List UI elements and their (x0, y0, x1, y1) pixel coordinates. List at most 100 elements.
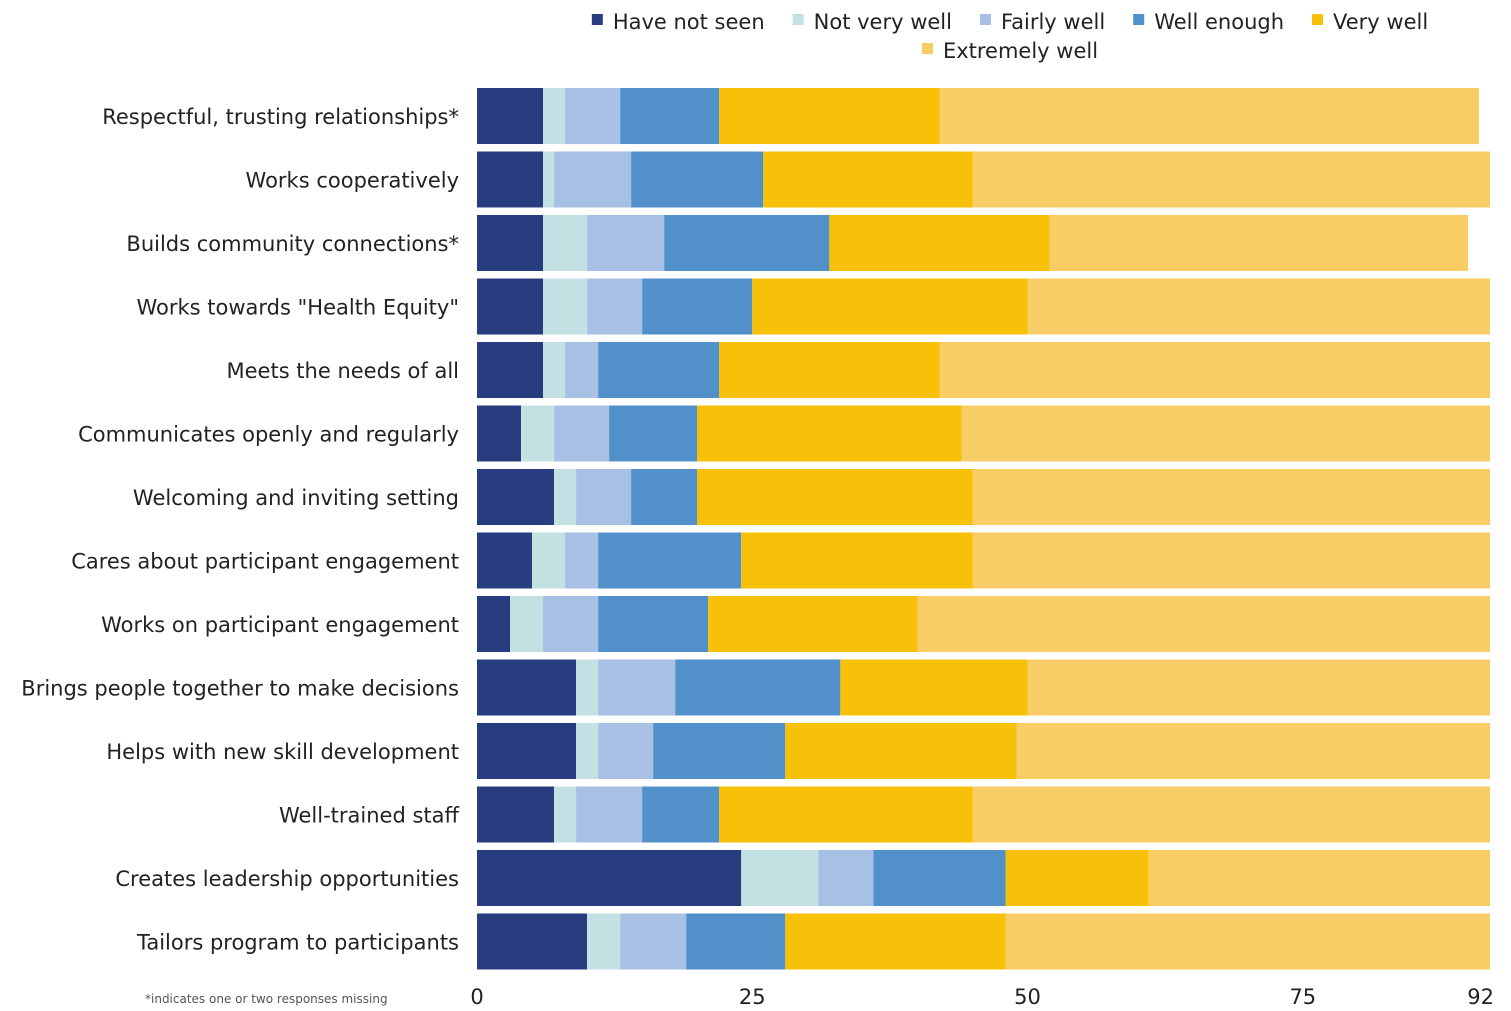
category-label: Builds community connections* (126, 232, 459, 256)
bar-segment-well-enough-row-14 (686, 913, 786, 970)
legend-item-not-very-well: Not very well (792, 10, 952, 34)
category-label: Well-trained staff (279, 804, 460, 828)
bar-segment-have-not-seen-row-10 (477, 659, 577, 716)
category-label: Tailors program to participants (136, 931, 459, 955)
x-tick-label: 50 (1014, 985, 1041, 1009)
bar-segment-fairly-well-row-14 (620, 913, 687, 970)
legend-item-have-not-seen: Have not seen (591, 10, 765, 34)
category-label: Works on participant engagement (101, 613, 459, 637)
bar-segment-have-not-seen-row-14 (477, 913, 588, 970)
bar-segment-fairly-well-row-1 (565, 88, 621, 144)
bar-segment-fairly-well-row-13 (818, 850, 874, 906)
bar-segment-well-enough-row-12 (642, 786, 720, 843)
bar-segment-fairly-well-row-9 (543, 596, 599, 652)
bar-segment-have-not-seen-row-1 (477, 88, 544, 144)
bar-segment-well-enough-row-9 (598, 596, 709, 652)
bar-segment-very-well-row-6 (697, 405, 962, 462)
bar-segment-fairly-well-row-2 (554, 151, 632, 208)
bar-segment-not-very-well-row-1 (543, 88, 566, 144)
bar-segment-very-well-row-1 (719, 88, 940, 144)
footnote: *indicates one or two responses missing (145, 992, 388, 1006)
bar-segment-fairly-well-row-10 (598, 659, 676, 716)
bar-segment-well-enough-row-11 (653, 723, 786, 779)
bar-segment-have-not-seen-row-6 (477, 405, 522, 462)
bar-segment-very-well-row-12 (719, 786, 973, 843)
bar-segment-well-enough-row-8 (598, 532, 742, 589)
bar-segment-extremely-well-row-7 (972, 469, 1490, 525)
bar-segment-well-enough-row-10 (675, 659, 841, 716)
bar-segment-very-well-row-11 (785, 723, 1017, 779)
bar-segment-well-enough-row-2 (631, 151, 764, 208)
bar-segment-not-very-well-row-10 (576, 659, 599, 716)
bar-segment-have-not-seen-row-5 (477, 342, 544, 398)
bar-segment-not-very-well-row-8 (532, 532, 566, 589)
bar-segment-very-well-row-8 (741, 532, 973, 589)
bar-segment-extremely-well-row-5 (939, 342, 1490, 398)
bar-segment-not-very-well-row-14 (587, 913, 621, 970)
legend-item-well-enough: Well enough (1133, 10, 1284, 34)
bar-segment-fairly-well-row-12 (576, 786, 643, 843)
legend-swatch (921, 43, 933, 54)
category-label: Cares about participant engagement (71, 550, 459, 574)
bar-segment-not-very-well-row-6 (521, 405, 555, 462)
legend-swatch (1133, 14, 1145, 25)
x-tick-label: 25 (739, 985, 766, 1009)
category-label: Works towards "Health Equity" (137, 296, 460, 320)
bar-segment-not-very-well-row-12 (554, 786, 577, 843)
category-label: Brings people together to make decisions (21, 677, 459, 701)
legend-item-extremely-well: Extremely well (921, 39, 1098, 63)
bar-segment-fairly-well-row-8 (565, 532, 599, 589)
plot-area (477, 88, 1490, 970)
bar-segment-have-not-seen-row-4 (477, 278, 544, 335)
bar-segment-extremely-well-row-6 (961, 405, 1490, 462)
legend-label: Have not seen (613, 10, 765, 34)
bar-segment-very-well-row-2 (763, 151, 973, 208)
bar-segment-well-enough-row-4 (642, 278, 753, 335)
bar-segment-extremely-well-row-14 (1005, 913, 1490, 970)
bar-segment-very-well-row-7 (697, 469, 973, 525)
bar-segment-very-well-row-5 (719, 342, 940, 398)
bar-segment-fairly-well-row-4 (587, 278, 643, 335)
bar-segment-extremely-well-row-10 (1027, 659, 1490, 716)
bar-segment-not-very-well-row-13 (741, 850, 819, 906)
bar-segment-well-enough-row-7 (631, 469, 698, 525)
category-label: Communicates openly and regularly (78, 423, 459, 447)
x-tick-label: 0 (470, 985, 483, 1009)
legend-label: Extremely well (943, 39, 1098, 63)
bar-segment-very-well-row-3 (829, 215, 1050, 271)
bar-segment-fairly-well-row-6 (554, 405, 610, 462)
bar-segment-extremely-well-row-2 (972, 151, 1490, 208)
bar-segment-extremely-well-row-13 (1148, 850, 1490, 906)
bar-segment-extremely-well-row-3 (1049, 215, 1468, 271)
bar-segment-very-well-row-14 (785, 913, 1006, 970)
bar-segment-fairly-well-row-5 (565, 342, 599, 398)
bar-segment-fairly-well-row-3 (587, 215, 665, 271)
bar-segment-well-enough-row-3 (664, 215, 830, 271)
legend-label: Well enough (1154, 10, 1284, 34)
legend-label: Fairly well (1001, 10, 1105, 34)
legend-swatch (1312, 14, 1324, 25)
bar-segment-extremely-well-row-9 (917, 596, 1490, 652)
category-label: Meets the needs of all (227, 359, 460, 383)
category-label: Welcoming and inviting setting (133, 486, 459, 510)
bar-segment-well-enough-row-1 (620, 88, 720, 144)
bar-segment-very-well-row-4 (752, 278, 1028, 335)
bar-segment-not-very-well-row-2 (543, 151, 555, 208)
bar-segment-well-enough-row-5 (598, 342, 720, 398)
x-tick-label: 75 (1289, 985, 1316, 1009)
bar-segment-not-very-well-row-9 (510, 596, 544, 652)
legend-item-very-well: Very well (1312, 10, 1428, 34)
category-label: Creates leadership opportunities (115, 867, 459, 891)
bar-segment-extremely-well-row-11 (1016, 723, 1490, 779)
legend-swatch (792, 14, 804, 25)
bar-segment-extremely-well-row-1 (939, 88, 1479, 144)
category-label: Helps with new skill development (106, 740, 459, 764)
bar-segment-not-very-well-row-11 (576, 723, 599, 779)
bar-segment-not-very-well-row-7 (554, 469, 577, 525)
legend: Have not seen Not very well Fairly well Wel… (591, 10, 1428, 63)
legend-label: Not very well (814, 10, 952, 34)
bar-segment-extremely-well-row-8 (972, 532, 1490, 589)
legend-swatch (591, 14, 603, 25)
bar-segment-have-not-seen-row-12 (477, 786, 555, 843)
